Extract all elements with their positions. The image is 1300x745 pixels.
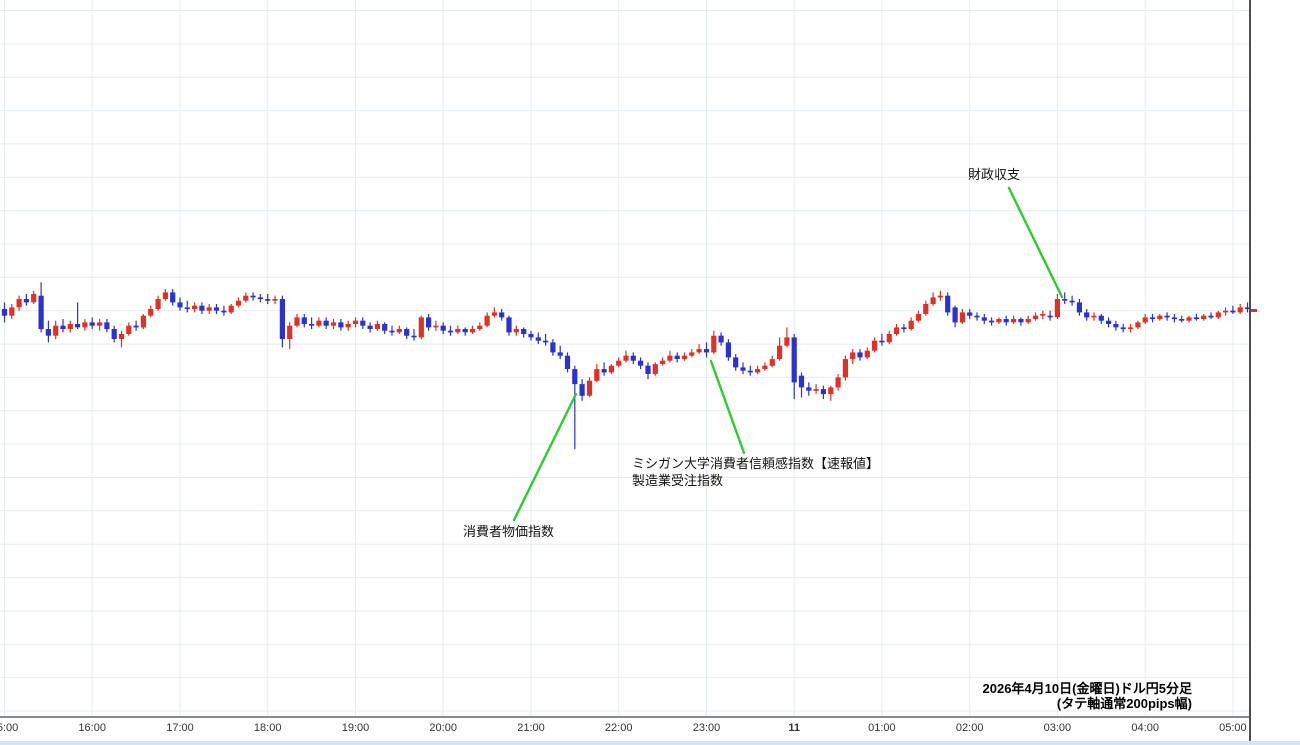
annotation-michigan-label: ミシガン大学消費者信頼感指数【速報値】 製造業受注指数 [632,455,879,489]
caption-axis-note: (タテ軸通常200pips幅) [1056,696,1192,711]
annotation-michigan-line1: ミシガン大学消費者信頼感指数【速報値】 [632,456,880,471]
x-axis-date-label: 11 [788,722,800,734]
annotation-fiscal-balance-label: 財政収支 [968,167,1021,182]
x-axis-label: 02:00 [955,722,984,734]
x-axis-label: 01:00 [868,722,896,734]
annotation-michigan-line2: 製造業受注指数 [632,473,724,488]
x-axis-label: 23:00 [692,722,721,734]
x-axis-line [0,716,1300,718]
x-axis-label: 05:00 [1219,722,1247,734]
y-axis-separator [1249,0,1251,745]
annotation-cpi-label: 消費者物価指数 [463,524,555,539]
x-axis-label: 19:00 [341,722,370,734]
x-axis-label: 21:00 [517,722,545,734]
x-axis-label: 03:00 [1043,722,1072,734]
x-axis-label: 17:00 [166,722,194,734]
candlestick-canvas [0,0,1250,717]
x-axis: 15:00 16:00 17:00 18:00 19:00 20:00 21:00 22:00… [0,720,1250,742]
x-axis-label: 18:00 [253,722,282,734]
last-price-marker [1251,309,1257,312]
x-axis-label: 16:00 [78,722,106,734]
chart-caption: 2026年4月10日(金曜日)ドル円5分足 (タテ軸通常200pips幅) [983,681,1193,711]
x-axis-label: 04:00 [1131,722,1159,734]
x-axis-label: 22:00 [604,722,633,734]
x-axis-label: 20:00 [429,722,457,734]
x-axis-label: 15:00 [0,722,19,734]
y-axis-panel: JPY 160.100160.000159.900159.800159.7001… [1250,0,1300,745]
caption-date-instrument: 2026年4月10日(金曜日)ドル円5分足 [982,681,1193,696]
price-chart[interactable]: 消費者物価指数 ミシガン大学消費者信頼感指数【速報値】 製造業受注指数 財政収支… [0,0,1250,717]
horizontal-scrollbar[interactable] [0,741,1300,745]
